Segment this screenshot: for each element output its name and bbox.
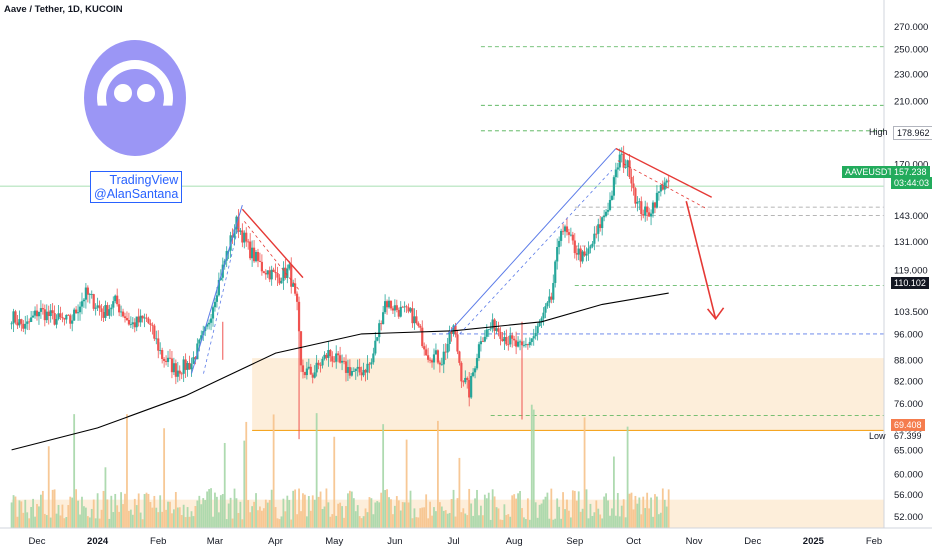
uptrend-line-1 [447, 148, 617, 335]
uptrend-dashed-1 [459, 169, 613, 335]
y-tick-label-9: 103.500 [894, 307, 928, 318]
logo-arc-icon [97, 60, 173, 106]
y-tick-label-2: 230.000 [894, 69, 928, 80]
forecast-arrow-head [706, 307, 725, 321]
y-tick-label-3: 210.000 [894, 97, 928, 108]
symbol-badge: AAVEUSDT [842, 166, 896, 178]
x-tick-label-0: Dec [29, 536, 46, 547]
resistance-line-1 [615, 147, 713, 198]
y-tick-label-1: 250.000 [894, 45, 928, 56]
y-tick-label-5: 170.000 [894, 159, 928, 170]
author-logo [84, 40, 186, 156]
bar-countdown: 03:44:03 [891, 177, 932, 189]
y-tick-label-8: 119.000 [894, 266, 928, 277]
logo-right-eye-icon [137, 84, 155, 102]
x-tick-label-2: Feb [150, 536, 166, 547]
x-tick-label-9: Sep [566, 536, 583, 547]
time-axis [0, 528, 932, 550]
y-tick-label-15: 65.000 [894, 445, 923, 456]
logo-left-eye-icon [114, 84, 132, 102]
y-tick-label-16: 60.000 [894, 469, 923, 480]
x-tick-label-3: Mar [207, 536, 223, 547]
candles [10, 145, 670, 407]
y-tick-label-10: 96.000 [894, 329, 923, 340]
x-tick-label-1: 2024 [87, 536, 109, 547]
y-tick-label-6: 143.000 [894, 211, 928, 222]
uptrend-line-0 [191, 204, 243, 374]
low-value: 67.399 [894, 431, 922, 441]
y-tick-label-18: 52.000 [894, 512, 923, 523]
volume-bars [10, 404, 670, 528]
high-label: High [869, 127, 888, 137]
low-label: Low [869, 431, 886, 441]
x-tick-label-5: May [325, 536, 343, 547]
y-tick-label-11: 88.000 [894, 355, 923, 366]
y-tick-label-7: 131.000 [894, 237, 928, 248]
y-tick-label-12: 82.000 [894, 376, 923, 387]
watermark-line1: TradingView [109, 173, 179, 187]
high-value: 178.962 [893, 126, 932, 140]
symbol-title: Aave / Tether, 1D, KUCOIN [4, 4, 123, 15]
x-tick-label-8: Aug [506, 536, 523, 547]
y-tick-label-17: 56.000 [894, 490, 923, 501]
moving-average-line [11, 292, 669, 451]
watermark: TradingView @AlanSantana [90, 171, 183, 203]
price-axis [884, 0, 932, 550]
resistance-dashed-1 [617, 160, 708, 210]
x-tick-label-10: Oct [626, 536, 641, 547]
last-price-value: 157.238 [891, 166, 930, 178]
x-tick-label-6: Jun [387, 536, 402, 547]
watermark-line2: @AlanSantana [94, 187, 179, 201]
moving-average-value: 110.102 [891, 277, 929, 289]
resistance-dashed-0 [244, 221, 300, 291]
y-tick-label-0: 270.000 [894, 22, 928, 33]
x-tick-label-7: Jul [447, 536, 459, 547]
x-tick-label-4: Apr [268, 536, 283, 547]
forecast-arrow [685, 200, 717, 320]
x-tick-label-13: 2025 [803, 536, 825, 547]
x-tick-label-11: Nov [686, 536, 703, 547]
uptrend-dashed-0 [203, 226, 239, 374]
support-level-value: 69.408 [891, 419, 925, 431]
resistance-line-0 [241, 208, 304, 279]
y-tick-label-13: 76.000 [894, 399, 923, 410]
x-tick-label-12: Dec [744, 536, 761, 547]
x-tick-label-14: Feb [866, 536, 882, 547]
